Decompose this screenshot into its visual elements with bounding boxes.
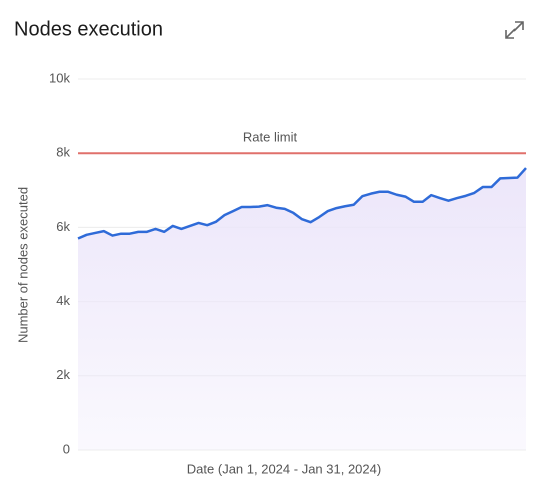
area-fill <box>78 168 526 451</box>
y-axis-label: Number of nodes executed <box>15 187 30 343</box>
chart-title: Nodes execution <box>14 18 163 40</box>
x-axis-label: Date (Jan 1, 2024 - Jan 31, 2024) <box>187 461 381 476</box>
expand-arrow <box>513 21 524 32</box>
rate-limit-label: Rate limit <box>243 130 298 145</box>
y-tick-label: 4k <box>56 293 70 308</box>
y-tick-label: 10k <box>49 70 70 85</box>
y-tick-label: 2k <box>56 367 70 382</box>
expand-icon[interactable] <box>505 21 524 39</box>
data-line <box>77 167 527 240</box>
expand-arrow <box>505 28 516 39</box>
y-tick-label: 0 <box>63 441 70 456</box>
y-tick-label: 8k <box>56 145 70 160</box>
y-tick-label: 6k <box>56 219 70 234</box>
